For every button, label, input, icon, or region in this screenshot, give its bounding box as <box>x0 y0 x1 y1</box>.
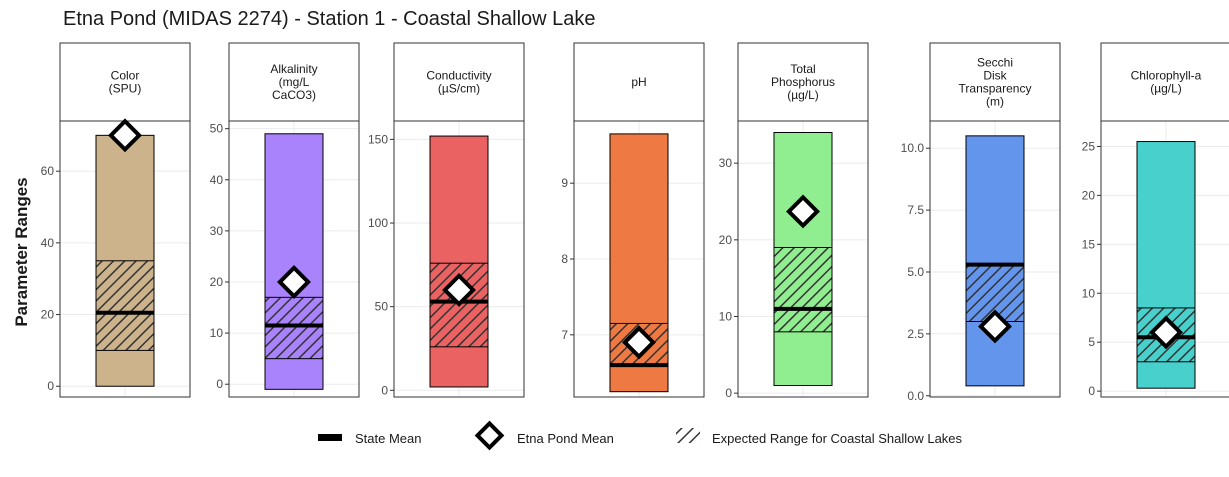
y-tick-label: 5 <box>1088 335 1095 349</box>
expected-range <box>95 260 155 351</box>
panel-label: (µS/cm) <box>438 82 480 96</box>
legend: State Mean Etna Pond Mean Expected Range… <box>318 420 963 451</box>
panel-strip <box>59 42 191 122</box>
y-tick-label: 25 <box>1082 139 1096 153</box>
expected-range <box>773 247 833 333</box>
y-tick-label: 0 <box>381 383 388 397</box>
panel-label: Total <box>790 62 815 76</box>
pond-mean-marker <box>978 309 1012 344</box>
expected-range <box>264 296 324 360</box>
y-tick-label: 8 <box>561 252 568 266</box>
y-tick-label: 20 <box>719 233 733 247</box>
panel-strip <box>573 42 705 122</box>
legend-expected-swatch <box>676 428 700 443</box>
pond-mean-marker <box>442 272 476 307</box>
y-tick-label: 5.0 <box>907 265 924 279</box>
panel-strip <box>1100 42 1229 122</box>
panel-frame <box>929 120 1061 398</box>
pond-mean-marker <box>786 194 820 229</box>
y-tick-label: 10.0 <box>901 141 925 155</box>
y-tick-label: 7.5 <box>907 203 924 217</box>
y-tick-label: 20 <box>210 275 224 289</box>
y-tick-label: 0 <box>47 379 54 393</box>
range-bar <box>965 135 1025 387</box>
panel-strip <box>737 42 869 122</box>
panel-label: (µg/L) <box>787 88 819 102</box>
y-tick-label: 9 <box>561 176 568 190</box>
y-tick-label: 0 <box>216 377 223 391</box>
panel-strip <box>228 42 360 122</box>
y-tick-label: 10 <box>210 326 224 340</box>
panel-label: Alkalinity <box>270 62 317 76</box>
y-tick-label: 30 <box>719 156 733 170</box>
y-tick-label: 7 <box>561 328 568 342</box>
y-tick-label: 40 <box>41 236 55 250</box>
legend-pond-mean-diamond <box>474 420 505 451</box>
pond-mean-marker <box>277 265 311 299</box>
y-tick-label: 30 <box>210 224 224 238</box>
legend-state-mean-label: State Mean <box>355 431 422 446</box>
panel-label: Secchi <box>977 56 1013 70</box>
y-tick-label: 150 <box>368 132 388 146</box>
panel-label: Color <box>111 69 140 83</box>
panel-frame <box>393 120 525 398</box>
legend-pond-mean-label: Etna Pond Mean <box>517 431 614 446</box>
panel-label: (SPU) <box>109 82 142 96</box>
y-tick-label: 60 <box>41 164 55 178</box>
chart-title: Etna Pond (MIDAS 2274) - Station 1 - Coa… <box>63 8 596 30</box>
panel-label: Chlorophyll-a <box>1131 69 1202 83</box>
y-tick-label: 40 <box>210 173 224 187</box>
panel-label: (mg/L <box>279 75 310 89</box>
y-tick-label: 100 <box>368 216 388 230</box>
pond-mean-marker <box>622 325 656 360</box>
panel-label: (µg/L) <box>1150 82 1182 96</box>
panel-frame <box>737 120 869 398</box>
y-tick-label: 10 <box>719 310 733 324</box>
panel-label: Disk <box>983 69 1007 83</box>
panel-label: Phosphorus <box>771 75 835 89</box>
y-tick-label: 0 <box>1088 384 1095 398</box>
panel-strip <box>393 42 525 122</box>
panel-frame <box>228 120 360 398</box>
y-tick-label: 15 <box>1082 237 1096 251</box>
pond-mean-marker <box>1149 315 1183 350</box>
y-tick-label: 20 <box>1082 188 1096 202</box>
range-bar <box>429 135 489 388</box>
legend-state-mean-swatch <box>318 434 342 441</box>
y-tick-label: 2.5 <box>907 327 924 341</box>
y-tick-label: 50 <box>375 300 389 314</box>
panel-label: pH <box>631 75 646 89</box>
legend-expected-label: Expected Range for Coastal Shallow Lakes <box>712 431 963 446</box>
panel-label: Transparency <box>959 82 1032 96</box>
panel-label: CaCO3) <box>272 88 316 102</box>
panel-label: Conductivity <box>426 69 491 83</box>
y-tick-label: 20 <box>41 308 55 322</box>
y-tick-label: 50 <box>210 122 224 136</box>
y-tick-label: 0 <box>725 386 732 400</box>
panel-strip <box>929 42 1061 122</box>
y-tick-label: 0.0 <box>907 389 924 403</box>
pond-mean-marker <box>108 118 142 153</box>
panel-frame <box>1100 120 1229 398</box>
y-tick-label: 10 <box>1082 286 1096 300</box>
panel-label: (m) <box>986 95 1004 109</box>
